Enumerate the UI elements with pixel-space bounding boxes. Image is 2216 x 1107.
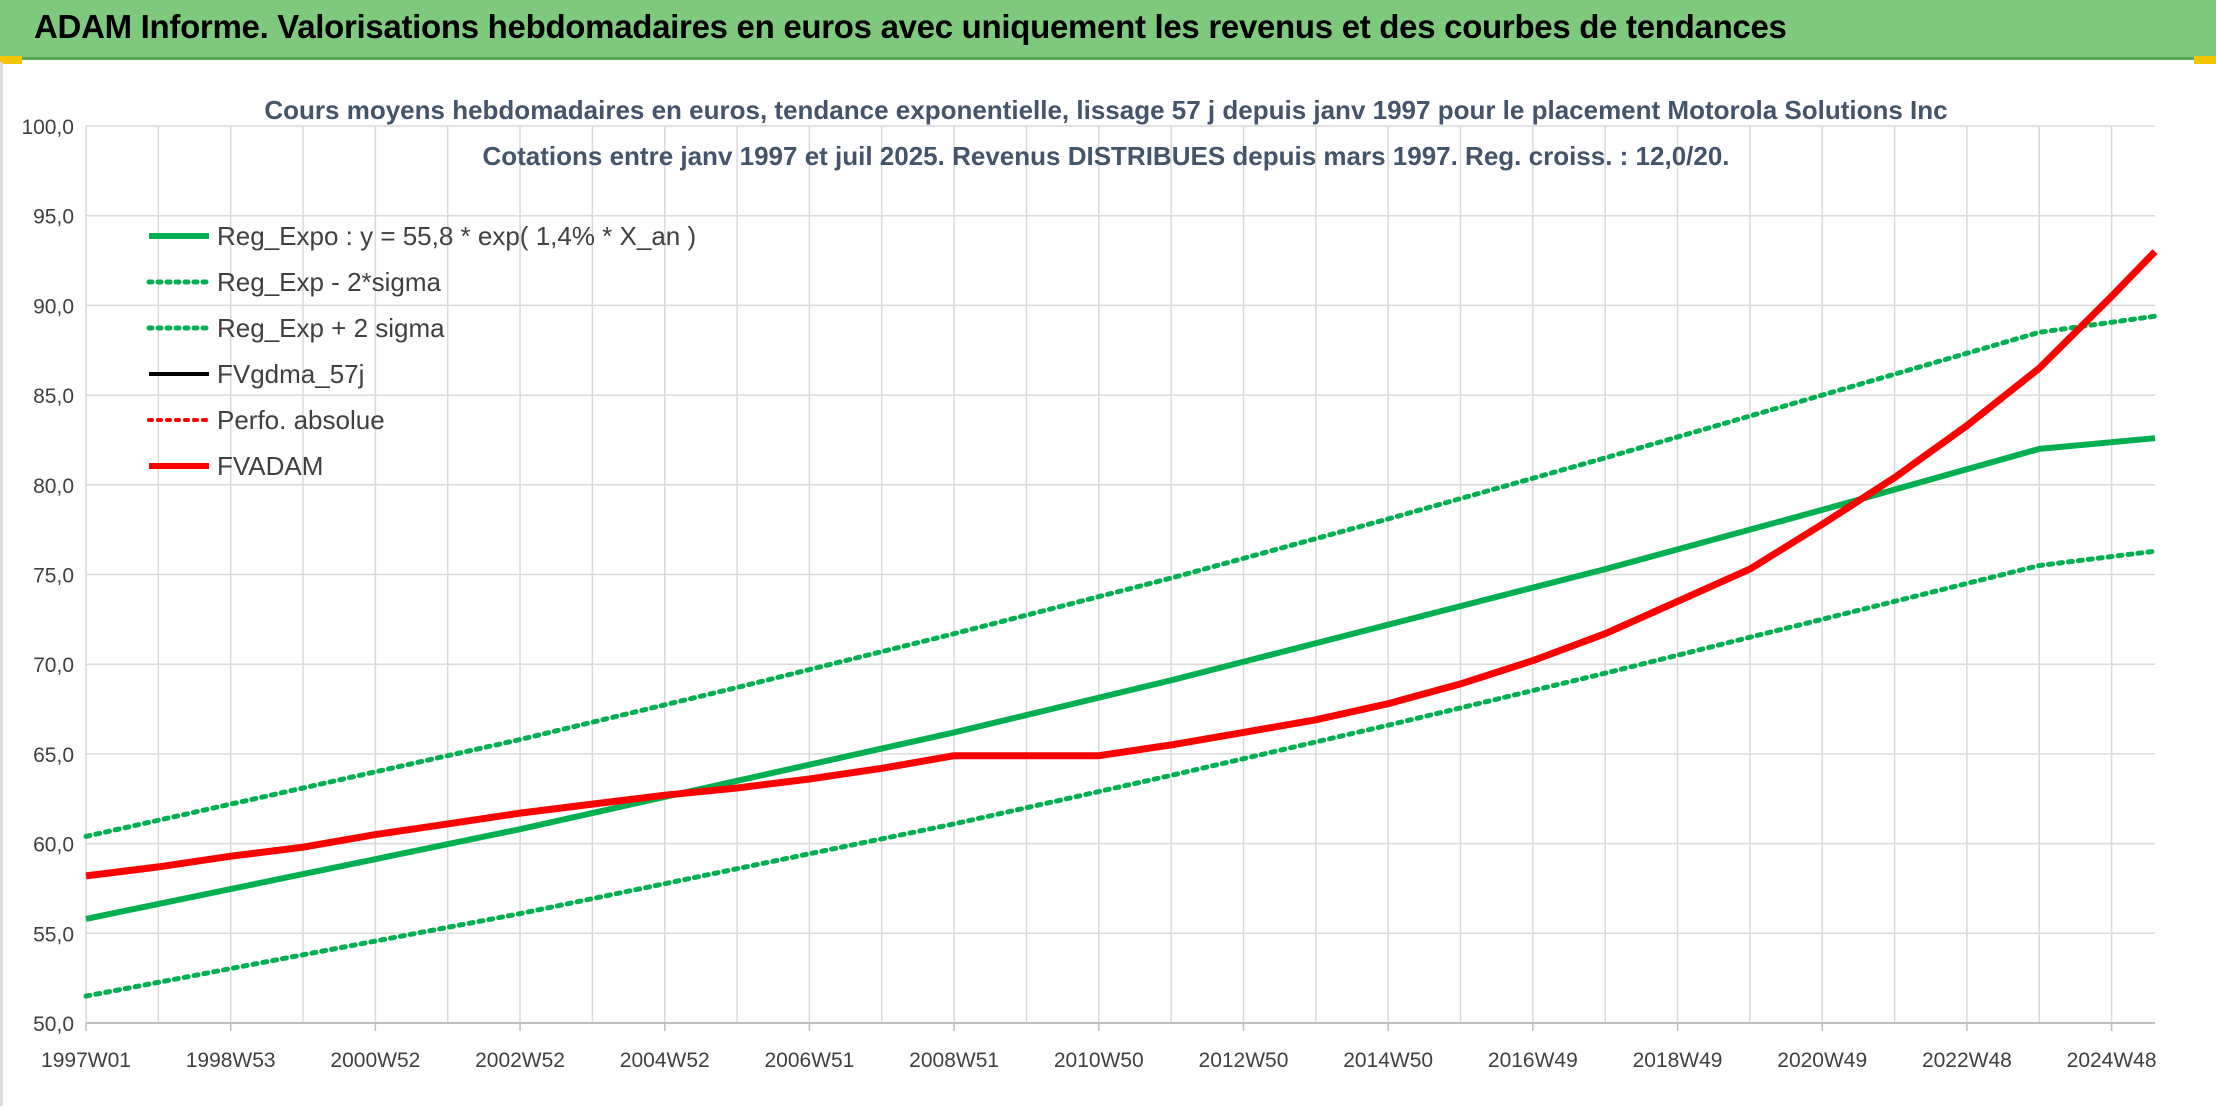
x-tick-label: 1997W01 bbox=[41, 1049, 131, 1072]
series-line-1 bbox=[83, 548, 2158, 999]
x-tick-label: 2002W52 bbox=[475, 1049, 565, 1072]
x-tick-label: 2024W48 bbox=[2067, 1049, 2157, 1072]
grid-layer bbox=[85, 125, 2155, 1024]
x-tick-label: 2004W52 bbox=[620, 1049, 710, 1072]
y-tick-label: 50,0 bbox=[33, 1013, 74, 1036]
chart-area: 50,0 55,0 60,0 65,0 70,0 75,0 80,0 85,0 90,0 95,0… bbox=[0, 62, 2216, 1106]
report-banner: ADAM Informe. Valorisations hebdomadaire… bbox=[0, 0, 2216, 60]
legend-label: Reg_Expo : y = 55,8 * exp( 1,4% * X_an ) bbox=[217, 221, 696, 251]
legend-label: Reg_Exp + 2 sigma bbox=[217, 313, 445, 343]
legend-label: Reg_Exp - 2*sigma bbox=[217, 267, 442, 297]
x-tick-label: 1998W53 bbox=[186, 1049, 276, 1072]
x-tick-label: 2012W50 bbox=[1199, 1049, 1289, 1072]
y-tick-label: 55,0 bbox=[33, 923, 74, 946]
y-tick-label: 75,0 bbox=[33, 565, 74, 588]
series-line-5 bbox=[85, 249, 2158, 880]
y-tick-label: 80,0 bbox=[33, 475, 74, 498]
chart-subtitle: Cotations entre janv 1997 et juil 2025. … bbox=[482, 141, 1729, 171]
y-tick-label: 70,0 bbox=[33, 654, 74, 677]
legend-label: FVgdma_57j bbox=[217, 359, 364, 389]
x-tick-label: 2010W50 bbox=[1054, 1049, 1144, 1072]
x-tick-label: 2006W51 bbox=[764, 1049, 854, 1072]
x-tick-label: 2022W48 bbox=[1922, 1049, 2012, 1072]
x-tick-label: 2000W52 bbox=[330, 1049, 420, 1072]
line-chart: 50,0 55,0 60,0 65,0 70,0 75,0 80,0 85,0 90,0 95,0… bbox=[21, 95, 2158, 1072]
report-title: ADAM Informe. Valorisations hebdomadaire… bbox=[34, 8, 1787, 45]
banner-corner-right bbox=[2194, 56, 2216, 64]
y-tick-label: 100,0 bbox=[21, 116, 74, 139]
y-tick-label: 90,0 bbox=[33, 295, 74, 318]
x-tick-label: 2018W49 bbox=[1633, 1049, 1723, 1072]
y-tick-label: 95,0 bbox=[33, 206, 74, 229]
axis-layer: 50,0 55,0 60,0 65,0 70,0 75,0 80,0 85,0 90,0 95,0… bbox=[21, 116, 2156, 1072]
legend-label: Perfo. absolue bbox=[217, 405, 385, 435]
legend-label: FVADAM bbox=[217, 451, 323, 481]
series-line-2 bbox=[83, 313, 2158, 839]
x-tick-label: 2020W49 bbox=[1777, 1049, 1867, 1072]
y-tick-label: 65,0 bbox=[33, 744, 74, 767]
series-line-0 bbox=[85, 435, 2156, 922]
series-layer bbox=[83, 249, 2158, 999]
chart-title: Cours moyens hebdomadaires en euros, ten… bbox=[264, 95, 1947, 125]
x-tick-label: 2014W50 bbox=[1343, 1049, 1433, 1072]
banner-corner-left bbox=[0, 56, 22, 64]
chart-legend: Reg_Expo : y = 55,8 * exp( 1,4% * X_an )… bbox=[146, 221, 696, 481]
x-tick-label: 2016W49 bbox=[1488, 1049, 1578, 1072]
y-tick-label: 60,0 bbox=[33, 834, 74, 857]
x-tick-label: 2008W51 bbox=[909, 1049, 999, 1072]
y-tick-label: 85,0 bbox=[33, 385, 74, 408]
